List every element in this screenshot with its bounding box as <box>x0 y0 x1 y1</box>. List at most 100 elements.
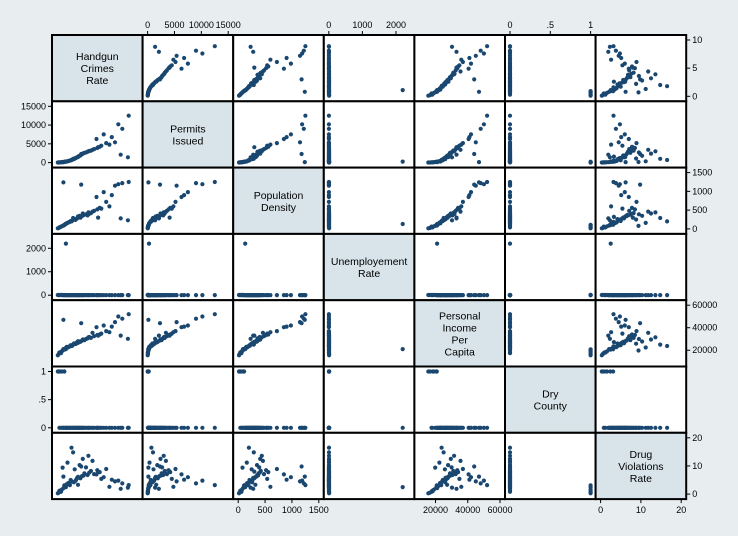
cell-r4-c2 <box>232 299 325 368</box>
data-point <box>426 160 431 165</box>
data-point <box>430 369 435 374</box>
cell-r6-c5 <box>504 431 597 501</box>
data-point <box>438 85 443 90</box>
variable-label: Permits <box>170 123 206 135</box>
data-point <box>243 347 248 352</box>
data-point <box>400 485 405 490</box>
plot-cell <box>322 34 416 103</box>
cell-r2-c1 <box>141 166 235 235</box>
data-point <box>400 88 405 93</box>
data-point <box>326 369 332 374</box>
data-point <box>619 425 624 430</box>
data-point <box>481 425 486 430</box>
data-point <box>507 453 513 458</box>
data-point <box>507 148 513 154</box>
cell-r0-c2 <box>232 34 325 103</box>
data-point <box>104 141 109 146</box>
data-point <box>326 126 331 131</box>
data-point <box>185 61 190 66</box>
data-point <box>507 321 513 326</box>
data-point <box>435 425 440 430</box>
data-point <box>109 477 114 482</box>
data-point <box>256 75 261 80</box>
data-point <box>167 469 172 474</box>
variable-label: Capita <box>445 346 476 358</box>
data-point <box>646 425 651 430</box>
data-point <box>448 473 453 478</box>
data-point <box>326 458 332 463</box>
data-point <box>467 477 472 482</box>
data-point <box>622 190 627 195</box>
data-point <box>625 151 630 156</box>
tick-label: 60000 <box>692 300 717 310</box>
data-point <box>629 211 634 216</box>
data-point <box>281 472 286 477</box>
data-point <box>481 122 486 127</box>
data-point <box>163 330 168 335</box>
diagonal-cell <box>594 431 688 501</box>
data-point <box>261 472 267 477</box>
data-point <box>299 151 304 157</box>
cell-r6-c4 <box>413 431 506 501</box>
cell-r0-c6 <box>594 34 688 103</box>
data-point <box>426 369 431 374</box>
data-point <box>473 479 478 484</box>
data-point <box>588 483 593 488</box>
variable-label: Rate <box>86 75 108 87</box>
data-point <box>634 217 639 222</box>
data-point <box>162 211 167 216</box>
data-point <box>185 475 190 480</box>
tick-label: 5000 <box>26 139 46 149</box>
tick-label: 40000 <box>692 323 717 333</box>
data-point <box>288 475 293 480</box>
data-point <box>281 66 286 71</box>
plot-cell <box>504 232 597 302</box>
data-point <box>118 293 123 298</box>
tick-label: 40000 <box>455 505 480 515</box>
data-point <box>236 369 242 374</box>
data-point <box>81 337 86 342</box>
data-point <box>457 63 462 68</box>
tick-label: 0 <box>326 20 331 30</box>
data-point <box>648 151 654 156</box>
plot-cell <box>322 100 416 169</box>
data-point <box>146 369 151 374</box>
data-point <box>257 71 262 76</box>
data-point <box>400 159 405 164</box>
plot-cell <box>413 365 506 434</box>
data-point <box>67 158 72 163</box>
data-point <box>472 182 477 187</box>
data-point <box>193 481 199 486</box>
cell-r6-c1 <box>141 431 235 501</box>
data-point <box>507 55 513 61</box>
plot-cell <box>413 166 506 235</box>
data-point <box>507 79 513 84</box>
data-point <box>459 57 464 62</box>
diagonal-cell <box>322 232 416 302</box>
data-point <box>61 180 66 185</box>
data-point <box>253 482 258 487</box>
data-point <box>94 194 99 200</box>
cell-r5-c6 <box>594 365 688 434</box>
data-point <box>507 190 513 195</box>
plot-cell <box>594 365 688 434</box>
data-point <box>265 476 270 481</box>
data-point <box>257 470 262 475</box>
data-point <box>257 148 262 154</box>
data-point <box>620 143 625 148</box>
tick-label: 0 <box>236 505 241 515</box>
data-point <box>236 292 242 298</box>
data-point <box>245 293 250 298</box>
data-point <box>265 331 270 336</box>
data-point <box>326 214 332 219</box>
data-point <box>162 425 167 430</box>
data-point <box>274 293 279 298</box>
data-point <box>125 293 130 298</box>
data-point <box>173 199 178 204</box>
data-point <box>507 241 513 246</box>
data-point <box>109 425 114 430</box>
data-point <box>75 475 80 480</box>
data-point <box>448 456 453 461</box>
